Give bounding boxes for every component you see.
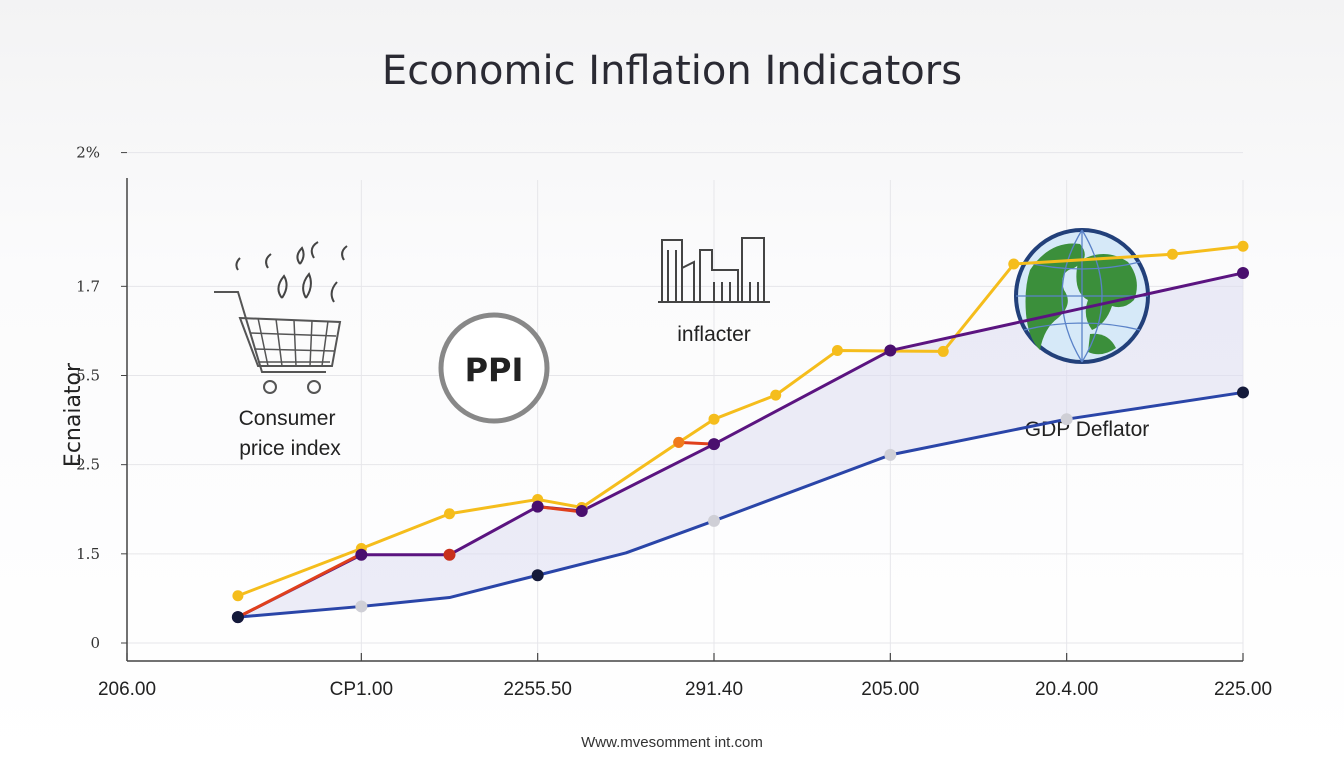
- cpi-annotation-label: Consumer: [239, 407, 336, 430]
- ppi-point: [531, 500, 544, 513]
- ppi-circle-icon: [438, 312, 550, 424]
- gdp-point: [1237, 386, 1249, 399]
- y-tick-label: 0: [90, 634, 100, 652]
- x-tick-label: CP1.00: [330, 679, 393, 700]
- gdp-point: [884, 448, 897, 461]
- series-line-gdp-deflator: [237, 390, 1244, 619]
- y-tick-label: 1.7: [76, 277, 100, 295]
- cpi-point: [232, 590, 244, 602]
- y-tick-label: 1.5: [76, 545, 100, 563]
- gdp-point: [531, 569, 544, 582]
- cpi-point: [1166, 248, 1178, 260]
- x-tick-label: 206.00: [98, 679, 156, 700]
- accent-segment: [237, 552, 363, 619]
- gdp-point: [708, 514, 720, 527]
- gdp-annotation-label: GDP Deflator: [1025, 418, 1150, 441]
- cpi-point: [770, 389, 782, 401]
- accent-segment: [537, 505, 582, 514]
- x-tick-label: 291.40: [685, 679, 743, 700]
- ppi-point: [355, 548, 368, 561]
- x-tick-label: 225.00: [1214, 679, 1272, 700]
- cpi-point: [444, 508, 455, 520]
- footer-url: Www.mvesomment int.com: [581, 734, 763, 751]
- x-tick-label: 205.00: [861, 679, 919, 700]
- factory-annotation-label: inflacter: [677, 323, 751, 346]
- cpi-point-accent: [673, 436, 685, 448]
- cpi-point: [831, 345, 843, 357]
- ppi-point: [1237, 266, 1249, 279]
- cpi-point: [937, 345, 949, 357]
- cpi-annotation-label-line2: price index: [239, 437, 341, 460]
- cpi-point: [708, 413, 720, 425]
- cpi-point: [1008, 258, 1020, 270]
- ppi-point: [884, 344, 897, 357]
- x-tick-label: 20.4.00: [1035, 679, 1098, 700]
- globe-icon: [1014, 228, 1150, 364]
- gdp-point: [1060, 413, 1073, 426]
- x-tick-label: 2255.50: [503, 679, 572, 700]
- y-tick-label: 2.5: [76, 456, 100, 474]
- y-tick-label: 2%: [76, 144, 100, 162]
- chart-title: Economic Inflation Indicators: [382, 48, 962, 94]
- gdp-point: [355, 600, 368, 613]
- ppi-point: [708, 438, 720, 451]
- y-axis-label: Ecnaiator: [61, 362, 86, 467]
- ppi-annotation-label: PPI: [465, 351, 524, 389]
- series-layer: [231, 240, 1249, 624]
- cpi-point: [1237, 240, 1249, 252]
- factory-icon: [658, 237, 770, 303]
- shopping-cart-icon: [214, 241, 348, 394]
- y-tick-label: 5.5: [76, 367, 100, 385]
- ppi-point: [575, 505, 588, 518]
- gdp-point: [231, 611, 244, 624]
- ppi-point: [443, 548, 456, 561]
- axis-layer: 0 1.5 2.5 5.5 1.7 2% 206.00 CP1.00 2255.50 291.40…: [76, 144, 1272, 700]
